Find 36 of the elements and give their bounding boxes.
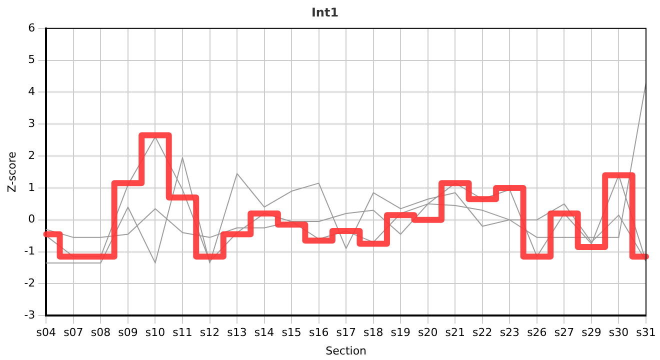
- x-tick-label: s19: [390, 326, 410, 340]
- x-tick-label: s29: [582, 326, 602, 340]
- y-tick-label: 5: [28, 53, 36, 66]
- x-tick-label: s18: [363, 326, 384, 340]
- y-tick-label: -3: [24, 308, 36, 322]
- x-tick-label: s26: [527, 326, 547, 340]
- x-tick-label: s13: [227, 326, 247, 340]
- y-tick-label: 3: [28, 116, 36, 130]
- x-tick-label: s22: [472, 326, 492, 340]
- y-tick-label: 4: [28, 85, 36, 98]
- x-tick-label: s08: [90, 326, 111, 340]
- x-tick-label: s17: [336, 326, 356, 340]
- x-tick-label: s10: [145, 326, 166, 340]
- y-axis-title: Z-score: [5, 151, 18, 192]
- y-tick-label: 6: [28, 21, 36, 34]
- y-tick-label: 1: [28, 180, 36, 194]
- x-tick-label: s27: [554, 326, 574, 340]
- y-tick-label: -2: [24, 276, 36, 290]
- x-tick-label: s21: [445, 326, 466, 340]
- x-tick-label: s31: [636, 326, 656, 340]
- y-tick-label: 2: [28, 148, 36, 162]
- chart-title: Int1: [311, 5, 339, 20]
- x-tick-label: s11: [172, 326, 192, 340]
- y-tick-label: -1: [24, 244, 36, 258]
- x-tick-label: s12: [200, 326, 220, 340]
- x-tick-label: s09: [118, 326, 138, 340]
- y-tick-label: 0: [28, 212, 36, 226]
- x-tick-label: s04: [36, 326, 56, 340]
- x-axis-title: Section: [326, 344, 367, 358]
- x-tick-label: s07: [64, 326, 84, 340]
- x-tick-label: s30: [608, 326, 629, 340]
- x-tick-label: s20: [418, 326, 438, 340]
- x-tick-label: s15: [282, 326, 302, 340]
- x-tick-label: s14: [254, 326, 274, 340]
- x-tick-label: s23: [500, 326, 520, 340]
- x-tick-label: s16: [308, 326, 329, 340]
